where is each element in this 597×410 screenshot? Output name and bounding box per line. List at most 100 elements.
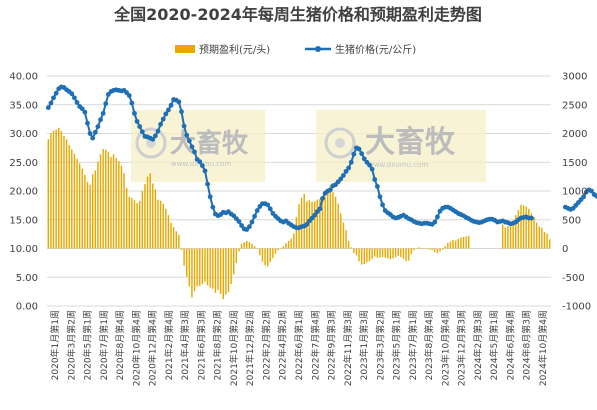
price-point [377,194,383,200]
price-line [45,84,597,232]
x-ticks: 2020年1月第1周 2020年3月第2周 2020年5月第1周 2020年7月第1周… [49,310,549,386]
x-tick-label: 2022年4月第2周 [277,310,289,380]
y-left-tick-label: 20.00 [9,187,38,198]
price-point [53,90,59,96]
price-point [152,133,158,139]
price-point [317,206,323,212]
price-point [338,176,344,182]
profit-bar [460,237,462,249]
profit-bar [193,248,196,292]
profit-bar [141,191,144,249]
profit-bar [227,248,230,293]
profit-bar [123,173,125,249]
x-tick-label: 2024年10月第4周 [537,310,549,386]
profit-bar [89,184,91,249]
profit-bar [204,248,206,282]
x-tick-label: 2020年5月第1周 [82,310,94,380]
profit-bar [525,206,527,249]
profit-bar [293,233,295,249]
profit-bar [501,224,504,249]
price-point [254,208,260,213]
profit-bar [543,231,546,249]
price-point [155,128,161,134]
price-point [129,100,135,106]
profit-bar [138,200,141,249]
x-tick-label: 2021年8月第2周 [212,310,224,380]
price-point [348,159,354,165]
profit-bar [191,248,193,298]
profit-bar [389,248,392,260]
price-point [72,95,77,101]
profit-bar [418,247,420,249]
profit-bar [282,246,285,249]
profit-bar [340,213,342,249]
y-right-tick-label: 2500 [562,100,587,111]
price-point [369,166,375,172]
profit-bar [71,149,73,249]
profit-bar [405,248,407,262]
profit-bar [363,248,366,265]
profit-bar [149,173,151,249]
profit-bar [240,243,243,249]
y-left-tick-label: 25.00 [9,158,38,169]
profit-bar [368,248,371,262]
price-point [137,124,143,129]
x-tick-label: 2023年3月第2周 [374,310,386,380]
x-tick-label: 2023年1月第3周 [358,310,370,380]
x-tick-label: 2024年6月第4周 [504,310,516,380]
price-point [304,221,310,227]
x-tick-label: 2023年8月第4周 [423,310,435,380]
price-point [168,102,174,108]
profit-bar [355,248,358,256]
profit-bar [178,234,180,249]
profit-bar [548,239,551,249]
profit-bar [436,248,439,254]
profit-bar [58,127,60,249]
profit-bar [277,248,279,251]
profit-bar [360,248,363,265]
profit-bar [60,131,63,249]
profit-bar [235,248,238,263]
profit-bar [454,240,457,249]
price-point [139,129,145,135]
price-point [85,120,90,126]
price-point [100,110,106,116]
profit-bar [261,248,264,262]
profit-bar [313,201,316,249]
price-point [239,223,244,228]
price-point [126,93,132,98]
price-point [179,109,184,115]
watermark-right-url: www.dxumu.com [368,161,428,169]
profit-bar [269,248,271,263]
profit-bar [287,241,290,249]
profit-bar [206,248,209,286]
profit-bar [400,248,402,258]
x-tick-label: 2020年3月第2周 [65,310,77,380]
profit-bar [152,183,154,249]
profit-bar [402,248,405,259]
y-right-tick-label: 2000 [562,129,587,140]
price-point [51,95,56,101]
chart-title: 全国2020-2024年每周生猪价格和预期盈利走势图 [113,5,482,24]
profit-bar [86,181,89,249]
profit-bar [175,231,177,249]
y-right-tick-label: 500 [562,215,581,226]
profit-bar [128,196,130,249]
price-point [380,202,385,208]
profit-bar [264,248,266,266]
profit-bar [371,248,373,259]
price-point [132,110,137,116]
profit-bar [209,248,211,288]
legend-bar-swatch [175,45,195,53]
profit-bar [350,247,352,249]
profit-bar [504,227,507,249]
profit-bar [468,235,470,249]
y-right-tick-label: 0 [562,244,568,255]
profit-bar [376,248,379,258]
price-point [163,111,169,117]
x-tick-label: 2023年10月第4周 [439,310,451,386]
price-point [150,136,156,142]
profit-bar [133,200,136,249]
profit-bar [246,241,248,249]
